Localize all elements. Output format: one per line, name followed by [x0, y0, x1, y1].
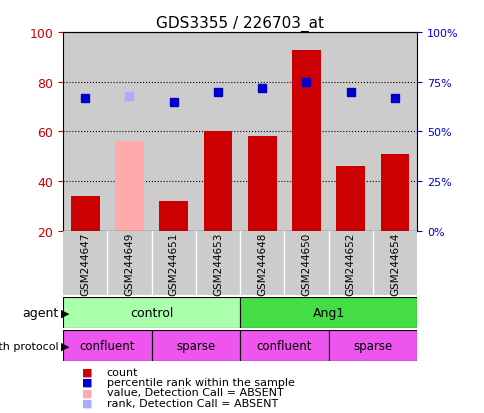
- Text: rank, Detection Call = ABSENT: rank, Detection Call = ABSENT: [106, 398, 277, 408]
- Bar: [291, 50, 320, 231]
- Text: ■: ■: [82, 387, 93, 397]
- Bar: [107, 33, 151, 231]
- Text: control: control: [130, 306, 173, 319]
- Text: confluent: confluent: [79, 339, 135, 352]
- Text: ■: ■: [82, 367, 93, 377]
- Bar: [203, 132, 232, 231]
- Bar: [196, 231, 240, 295]
- Bar: [380, 154, 408, 231]
- Text: ■: ■: [82, 398, 93, 408]
- Bar: [71, 197, 99, 231]
- Bar: [115, 142, 144, 231]
- Text: GSM244650: GSM244650: [301, 232, 311, 295]
- Bar: [328, 33, 372, 231]
- Text: ▶: ▶: [60, 341, 69, 351]
- Bar: [284, 231, 328, 295]
- Text: GSM244647: GSM244647: [80, 232, 90, 295]
- Text: agent: agent: [22, 306, 58, 319]
- Bar: [63, 231, 107, 295]
- Bar: [328, 330, 416, 361]
- Bar: [335, 167, 364, 231]
- Bar: [151, 231, 196, 295]
- Text: GSM244648: GSM244648: [257, 232, 267, 295]
- Text: GSM244653: GSM244653: [212, 232, 223, 295]
- Text: sparse: sparse: [176, 339, 215, 352]
- Text: percentile rank within the sample: percentile rank within the sample: [106, 377, 294, 387]
- Bar: [240, 33, 284, 231]
- Text: confluent: confluent: [256, 339, 311, 352]
- Text: ■: ■: [82, 377, 93, 387]
- Bar: [159, 202, 188, 231]
- Text: count: count: [106, 367, 138, 377]
- Bar: [372, 231, 416, 295]
- Text: GSM244654: GSM244654: [389, 232, 399, 295]
- Bar: [240, 297, 416, 328]
- Bar: [240, 231, 284, 295]
- Bar: [372, 33, 416, 231]
- Bar: [107, 231, 151, 295]
- Text: growth protocol: growth protocol: [0, 341, 58, 351]
- Bar: [63, 33, 107, 231]
- Text: GSM244649: GSM244649: [124, 232, 134, 295]
- Text: GSM244652: GSM244652: [345, 232, 355, 295]
- Title: GDS3355 / 226703_at: GDS3355 / 226703_at: [156, 16, 323, 32]
- Bar: [63, 297, 240, 328]
- Bar: [247, 137, 276, 231]
- Bar: [63, 330, 151, 361]
- Text: ▶: ▶: [60, 308, 69, 318]
- Text: sparse: sparse: [352, 339, 392, 352]
- Bar: [328, 231, 372, 295]
- Text: Ang1: Ang1: [312, 306, 344, 319]
- Bar: [240, 330, 328, 361]
- Bar: [196, 33, 240, 231]
- Text: GSM244651: GSM244651: [168, 232, 178, 295]
- Text: value, Detection Call = ABSENT: value, Detection Call = ABSENT: [106, 387, 283, 397]
- Bar: [151, 33, 196, 231]
- Bar: [284, 33, 328, 231]
- Bar: [151, 330, 240, 361]
